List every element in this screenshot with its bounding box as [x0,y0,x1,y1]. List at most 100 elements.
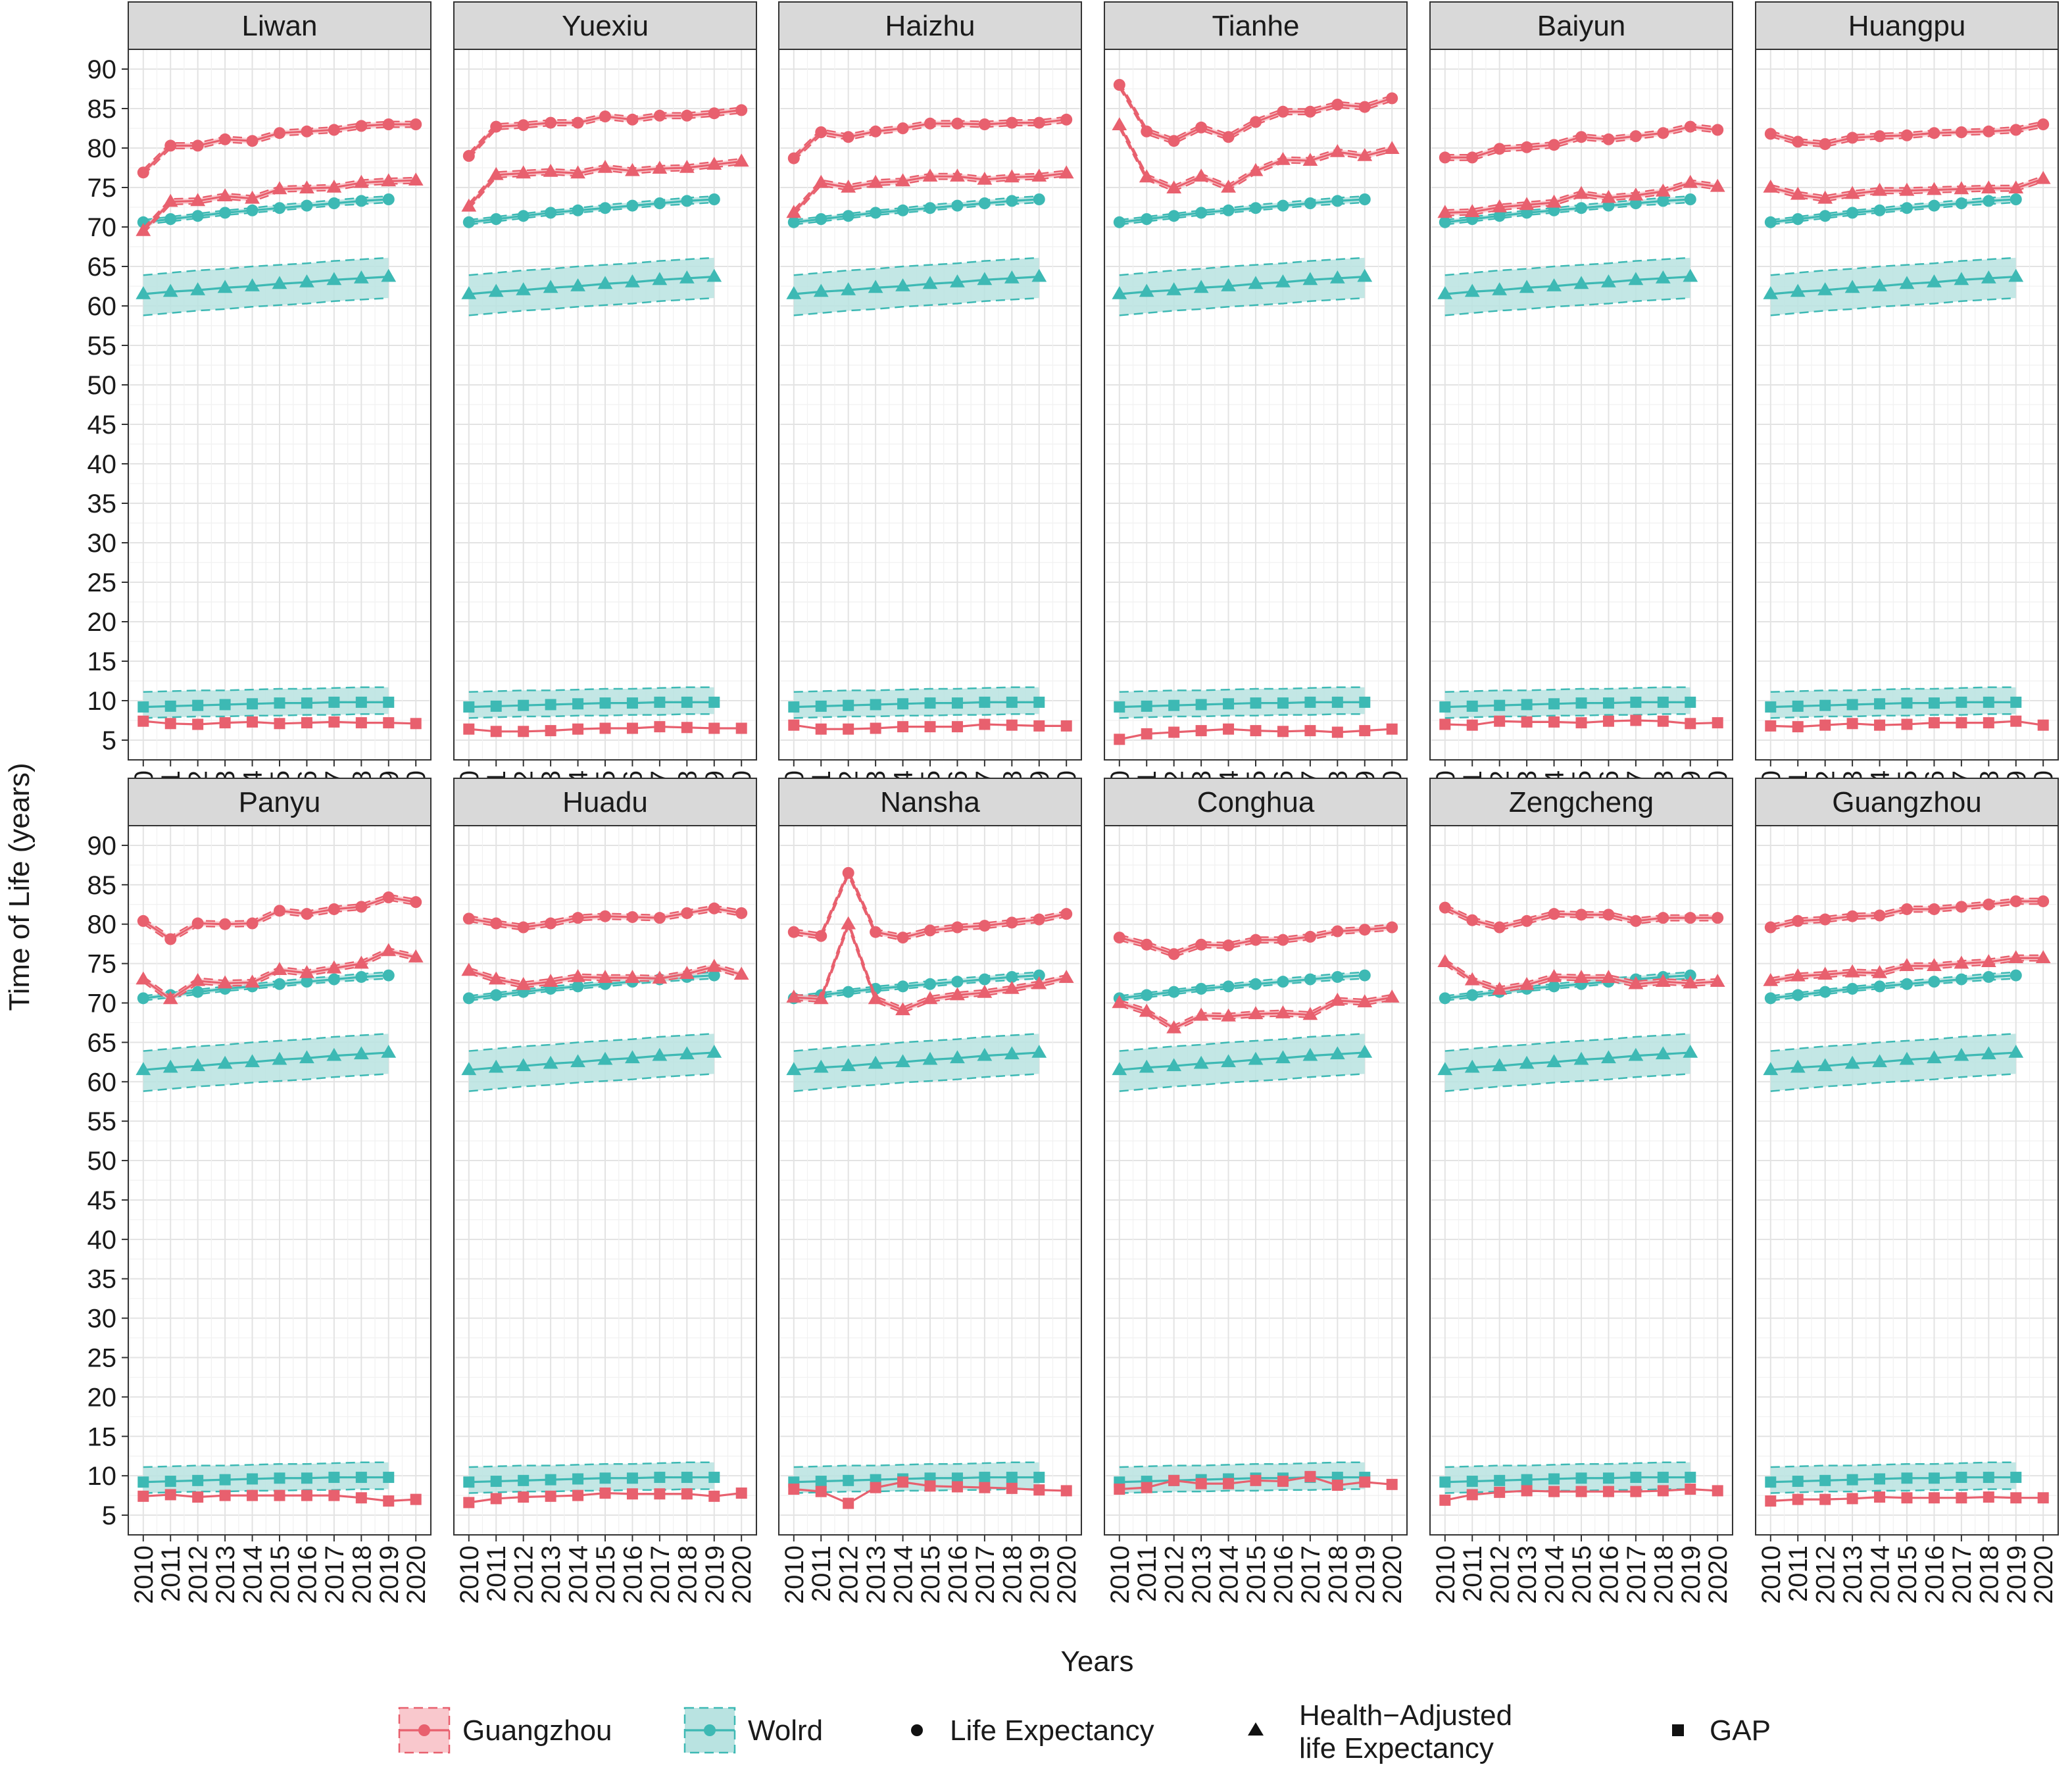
world-le-line [1444,974,1690,999]
guangzhou-le-upper-bound [1444,904,1718,926]
guangzhou-gap-point [870,722,881,734]
guangzhou-le-point [626,911,639,923]
world-hale-line [1444,276,1690,295]
guangzhou-hale-point [488,971,504,985]
world-hale-line [143,1051,389,1071]
world-le-point [1113,216,1125,228]
guangzhou-gap-point [599,722,611,734]
guangzhou-le-point [191,917,204,930]
world-hale-point [895,1054,910,1068]
world-gap-point [1819,699,1831,711]
guangzhou-hale-point [381,943,397,957]
guangzhou-le-point [1113,932,1125,944]
guangzhou-hale-point [1166,180,1182,193]
world-gap-point [1874,698,1886,710]
guangzhou-gap-point [1901,1492,1913,1504]
facet-title: Guangzhou [1832,786,1982,818]
world-hale-point [1683,268,1698,282]
guangzhou-hale-point [1790,186,1806,200]
x-tick-label: 2012 [184,1545,213,1604]
world-le-point [1873,204,1886,216]
world-gap-point [1304,696,1316,708]
world-le-line [793,198,1039,224]
guangzhou-le-point [1222,939,1235,952]
world-gap-upper-bound [1444,686,1690,693]
world-hale-lower-bound [793,297,1039,316]
y-tick-label: 5 [102,726,116,755]
guangzhou-gap-point [708,722,720,734]
world-hale-point [841,282,856,295]
guangzhou-hale-point [136,223,151,236]
facet-title: Tianhe [1212,10,1300,42]
guangzhou-hale-point [408,172,424,186]
world-hale-line [1119,1051,1365,1071]
guangzhou-hale-point [1384,989,1400,1003]
guangzhou-hale-point [1899,958,1915,972]
guangzhou-le-point [1250,116,1262,128]
world-le-point [1222,980,1235,993]
world-hale-point [1031,1044,1047,1058]
world-le-upper-bound [468,195,714,221]
world-hale-point [1221,1054,1236,1068]
y-tick-label: 30 [87,529,117,558]
world-gap-point [463,1476,475,1488]
world-gap-point [1006,696,1018,708]
guangzhou-hale-point [1655,974,1671,987]
guangzhou-gap-point [815,1486,827,1497]
guangzhou-le-point [1493,143,1506,155]
guangzhou-le-point [735,907,748,919]
world-gap-point [1901,1472,1913,1484]
guangzhou-gap-point [301,717,312,729]
legend-label-le: Life Expectancy [950,1714,1154,1747]
world-hale-point [1166,1058,1182,1072]
world-le-point [191,210,204,222]
world-gap-line [468,701,714,709]
guangzhou-hale-point [1275,1005,1291,1018]
world-le-point [870,207,882,219]
world-gap-point [1141,700,1152,712]
guangzhou-hale-point [1384,141,1400,154]
guangzhou-le-point [626,113,639,126]
world-hale-point [1519,280,1535,293]
world-le-point [1439,216,1451,228]
guangzhou-le-band [1444,124,1718,161]
guangzhou-gap-point [979,1482,991,1493]
x-tick-label: 2010 [1106,1545,1135,1604]
world-hale-point [1628,272,1644,286]
guangzhou-hale-point [679,160,695,173]
world-gap-point [1685,1472,1696,1484]
world-gap-upper-bound [1770,1461,2016,1468]
world-hale-point [1166,282,1182,295]
world-hale-point [1193,280,1209,293]
x-tick-label: 2019 [701,1545,729,1604]
guangzhou-hale-point [597,970,613,983]
guangzhou-hale-point [381,173,397,187]
world-hale-point [1546,1054,1562,1068]
world-hale-point [813,284,829,297]
world-gap-point [1521,1474,1533,1486]
world-hale-point [1464,284,1480,297]
guangzhou-hale-point [652,161,668,174]
world-hale-point [1357,1044,1373,1058]
world-gap-point [654,1472,666,1484]
guangzhou-gap-point [1657,1485,1669,1497]
guangzhou-hale-point [326,180,342,193]
world-le-point [1331,195,1344,207]
guangzhou-hale-point [1573,186,1589,199]
guangzhou-hale-point [1546,968,1562,982]
guangzhou-hale-point [1981,954,1996,968]
world-hale-line [1770,276,2016,295]
guangzhou-gap-point [1685,718,1696,730]
world-gap-point [1792,1476,1804,1488]
world-gap-point [1575,697,1587,709]
world-hale-band [1770,257,2016,316]
guangzhou-gap-point [1657,715,1669,727]
world-le-point [1955,973,1967,986]
facet-strip [778,1,1082,50]
world-hale-point [1817,1058,1833,1072]
guangzhou-gap-point [1602,715,1614,727]
world-hale-point [1357,268,1373,282]
world-hale-point [1519,1055,1535,1069]
guangzhou-le-point [545,917,557,930]
